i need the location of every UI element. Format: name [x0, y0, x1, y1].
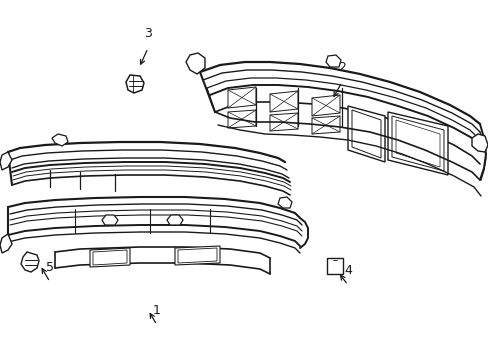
Polygon shape — [387, 112, 447, 175]
Text: 1: 1 — [153, 304, 161, 317]
Text: 4: 4 — [344, 264, 351, 277]
Polygon shape — [347, 106, 384, 162]
Polygon shape — [395, 120, 439, 167]
Polygon shape — [471, 134, 487, 152]
Polygon shape — [175, 246, 220, 265]
Polygon shape — [269, 91, 297, 112]
Polygon shape — [0, 234, 12, 253]
Polygon shape — [326, 258, 342, 274]
Polygon shape — [391, 116, 443, 171]
Polygon shape — [102, 215, 118, 225]
Polygon shape — [351, 110, 380, 158]
Polygon shape — [311, 116, 339, 134]
Polygon shape — [93, 250, 127, 265]
Polygon shape — [278, 197, 291, 208]
Text: 2: 2 — [337, 61, 345, 74]
Polygon shape — [185, 53, 204, 74]
Polygon shape — [269, 113, 297, 131]
Polygon shape — [21, 252, 39, 272]
Polygon shape — [227, 110, 256, 128]
Polygon shape — [325, 55, 340, 67]
Polygon shape — [178, 248, 217, 263]
Polygon shape — [227, 87, 256, 108]
Polygon shape — [52, 134, 68, 146]
Text: 5: 5 — [46, 261, 54, 274]
Polygon shape — [167, 215, 183, 225]
Polygon shape — [311, 95, 339, 116]
Polygon shape — [90, 248, 130, 267]
Polygon shape — [126, 75, 143, 93]
Text: 3: 3 — [144, 27, 152, 40]
Polygon shape — [0, 152, 12, 170]
